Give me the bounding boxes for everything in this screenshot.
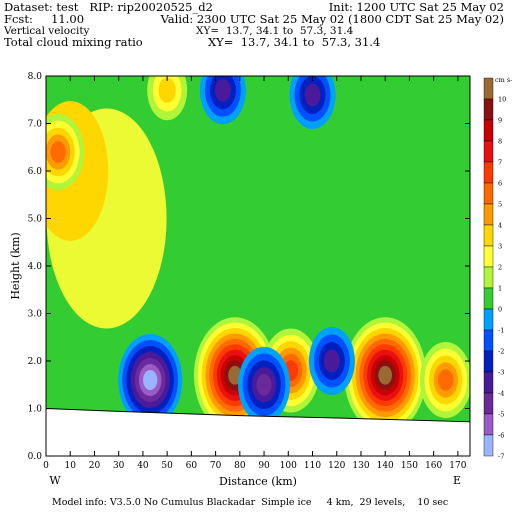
y-tick-label: 2.0 [28, 357, 43, 367]
x-tick-label: 60 [186, 461, 198, 471]
contour-updraft-3-level-5 [438, 369, 454, 391]
colorbar-level-label: 9 [498, 117, 502, 125]
colorbar-level-label: -2 [498, 348, 504, 356]
y-tick-label: 1.0 [28, 405, 43, 415]
colorbar-level-label: 5 [498, 201, 502, 209]
colorbar-swatch [483, 224, 494, 247]
x-tick-label: 90 [258, 461, 270, 471]
x-tick-label: 50 [161, 461, 173, 471]
colorbar: cm s-1109876543210-1-2-3-4-5-6-7 [483, 76, 512, 461]
colorbar-level-label: 1 [498, 285, 502, 293]
colorbar-swatch [483, 287, 494, 310]
x-tick-label: 170 [449, 461, 466, 471]
contour-downdraft-5-level--5 [256, 373, 272, 396]
contour-upper-downdraft-8-level--4 [304, 83, 321, 107]
colorbar-level-label: -7 [498, 453, 504, 461]
y-tick-label: 5.0 [28, 215, 43, 225]
colorbar-level-label: 4 [498, 222, 502, 230]
colorbar-swatch [483, 308, 494, 331]
header-dataset: Dataset: test RIP: rip20020525_d2 [4, 0, 213, 14]
x-tick-label: 10 [65, 461, 77, 471]
colorbar-level-label: -6 [498, 432, 504, 440]
colorbar-swatch [483, 413, 494, 436]
contour-downdraft-6-level--4 [323, 349, 340, 373]
field-title: Vertical velocity [4, 25, 90, 37]
colorbar-swatch [483, 140, 494, 163]
colorbar-level-label: 10 [498, 96, 506, 104]
field2-xy: XY= 13.7, 34.1 to 57.3, 31.4 [208, 35, 381, 49]
x-tick-label: 130 [352, 461, 369, 471]
x-tick-label: 30 [113, 461, 125, 471]
y-tick-label: 7.0 [28, 120, 43, 130]
colorbar-level-label: -4 [498, 390, 504, 398]
colorbar-swatch [483, 119, 494, 142]
x-tick-label: 100 [280, 461, 297, 471]
header-fcst: Fcst: 11.00 [4, 12, 85, 26]
field2-title: Total cloud mixing ratio [4, 35, 143, 49]
contour-upper-updraft-10-level-3 [158, 77, 176, 103]
colorbar-swatch [483, 98, 494, 121]
model-info: Model info: V3.5.0 No Cumulus Blackadar … [52, 497, 449, 508]
colorbar-swatch [483, 182, 494, 205]
y-tick-label: 3.0 [28, 310, 43, 320]
colorbar-swatch [483, 329, 494, 352]
colorbar-swatch [483, 77, 494, 100]
contour-updraft-1-level-10 [378, 365, 393, 385]
y-tick-label: 4.0 [28, 262, 43, 272]
x-tick-label: 120 [328, 461, 345, 471]
header-valid: Valid: 2300 UTC Sat 25 May 02 (1800 CDT … [160, 12, 504, 26]
x-axis-title: Distance (km) [219, 475, 297, 488]
colorbar-swatch [483, 392, 494, 415]
x-tick-label: 150 [401, 461, 418, 471]
x-end-label-west: W [49, 474, 61, 487]
x-tick-label: 40 [137, 461, 149, 471]
colorbar-level-label: 6 [498, 180, 502, 188]
x-tick-label: 80 [234, 461, 246, 471]
colorbar-swatch [483, 266, 494, 289]
colorbar-swatch [483, 161, 494, 184]
x-end-label-east: E [453, 474, 461, 487]
colorbar-level-label: 8 [498, 138, 502, 146]
colorbar-level-label: -1 [498, 327, 504, 335]
colorbar-swatch [483, 350, 494, 373]
x-tick-label: 140 [377, 461, 394, 471]
colorbar-level-label: -3 [498, 369, 504, 377]
contour-upper-downdraft-9-level--4 [214, 78, 231, 102]
y-tick-label: 8.0 [28, 72, 43, 82]
colorbar-swatch [483, 203, 494, 226]
colorbar-level-label: -5 [498, 411, 504, 419]
colorbar-level-label: 7 [498, 159, 502, 167]
contour-downdraft-4-level--7 [143, 370, 158, 390]
contour-anvil-updraft-7-level-5 [50, 141, 66, 163]
x-tick-label: 110 [304, 461, 321, 471]
colorbar-level-label: 0 [498, 306, 502, 314]
colorbar-swatch [483, 371, 494, 394]
field-xy: XY= 13.7, 34.1 to 57.3, 31.4 [196, 25, 354, 37]
y-axis-title: Height (km) [9, 232, 22, 299]
x-tick-label: 70 [210, 461, 222, 471]
colorbar-swatch [483, 245, 494, 268]
header-init: Init: 1200 UTC Sat 25 May 02 [328, 0, 504, 14]
colorbar-level-label: 3 [498, 243, 502, 251]
y-tick-label: 6.0 [28, 167, 43, 177]
y-tick-label: 0.0 [28, 452, 43, 462]
x-tick-label: 20 [89, 461, 101, 471]
colorbar-level-label: 2 [498, 264, 502, 272]
x-tick-label: 0 [43, 461, 49, 471]
colorbar-swatch [483, 434, 494, 457]
x-tick-label: 160 [425, 461, 442, 471]
colorbar-units: cm s-1 [495, 76, 512, 84]
